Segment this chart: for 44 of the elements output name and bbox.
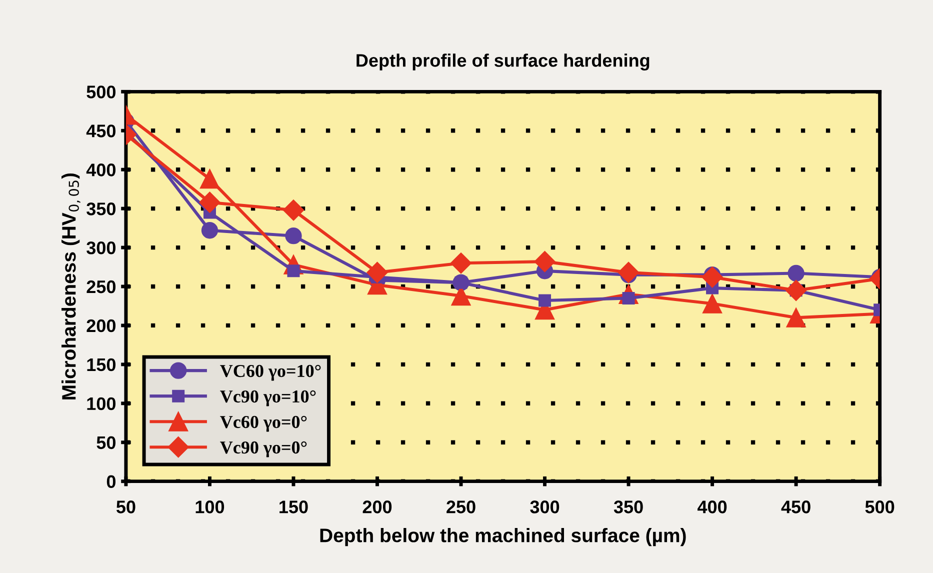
point [788, 264, 804, 282]
y-tick-label: 450 [86, 124, 116, 138]
x-tick-label: 150 [280, 500, 308, 514]
point [282, 200, 304, 221]
point [618, 262, 640, 283]
point [287, 264, 300, 278]
y-tick-label: 150 [87, 358, 116, 372]
x-tick-label: 50 [116, 500, 136, 514]
point [450, 252, 472, 274]
x-tick-label: 400 [698, 500, 727, 514]
x-tick-label: 450 [781, 500, 810, 514]
legend-label: VC60 γo=10° [220, 364, 321, 381]
point [786, 308, 806, 328]
point [534, 251, 556, 272]
x-tick-label: 200 [362, 500, 392, 514]
chart-title: Depth profile of surface hardening [356, 54, 650, 71]
legend-label: Vc90 γo=10° [220, 390, 316, 406]
y-tick-label: 200 [86, 319, 116, 332]
y-tick-label: 500 [86, 86, 116, 98]
point [366, 262, 388, 283]
y-axis-title: Microhardeness (HV$_{0,05}$) [62, 173, 80, 400]
x-tick-label: 250 [446, 500, 476, 514]
point [538, 294, 552, 307]
y-tick-label: 0 [106, 475, 116, 488]
y-tick-label: 50 [96, 436, 116, 450]
x-tick-label: 300 [530, 500, 560, 514]
point [199, 192, 220, 213]
legend-label: Vc90 γo=0° [220, 441, 307, 458]
x-tick-label: 350 [614, 500, 643, 514]
point [200, 169, 220, 189]
y-tick-label: 300 [86, 241, 116, 254]
y-tick-label: 350 [86, 202, 116, 216]
x-tick-label: 500 [865, 500, 894, 514]
point [702, 294, 722, 314]
point [786, 280, 807, 301]
y-tick-label: 100 [87, 397, 116, 410]
point [702, 266, 723, 288]
y-tick-label: 400 [86, 164, 116, 176]
legend-label: Vc60 γo=0° [220, 416, 307, 432]
point [201, 222, 218, 239]
x-axis-title: Depth below the machined surface (µm) [320, 528, 686, 546]
point [285, 228, 302, 244]
y-tick-label: 250 [86, 280, 116, 294]
x-tick-label: 100 [196, 500, 224, 514]
